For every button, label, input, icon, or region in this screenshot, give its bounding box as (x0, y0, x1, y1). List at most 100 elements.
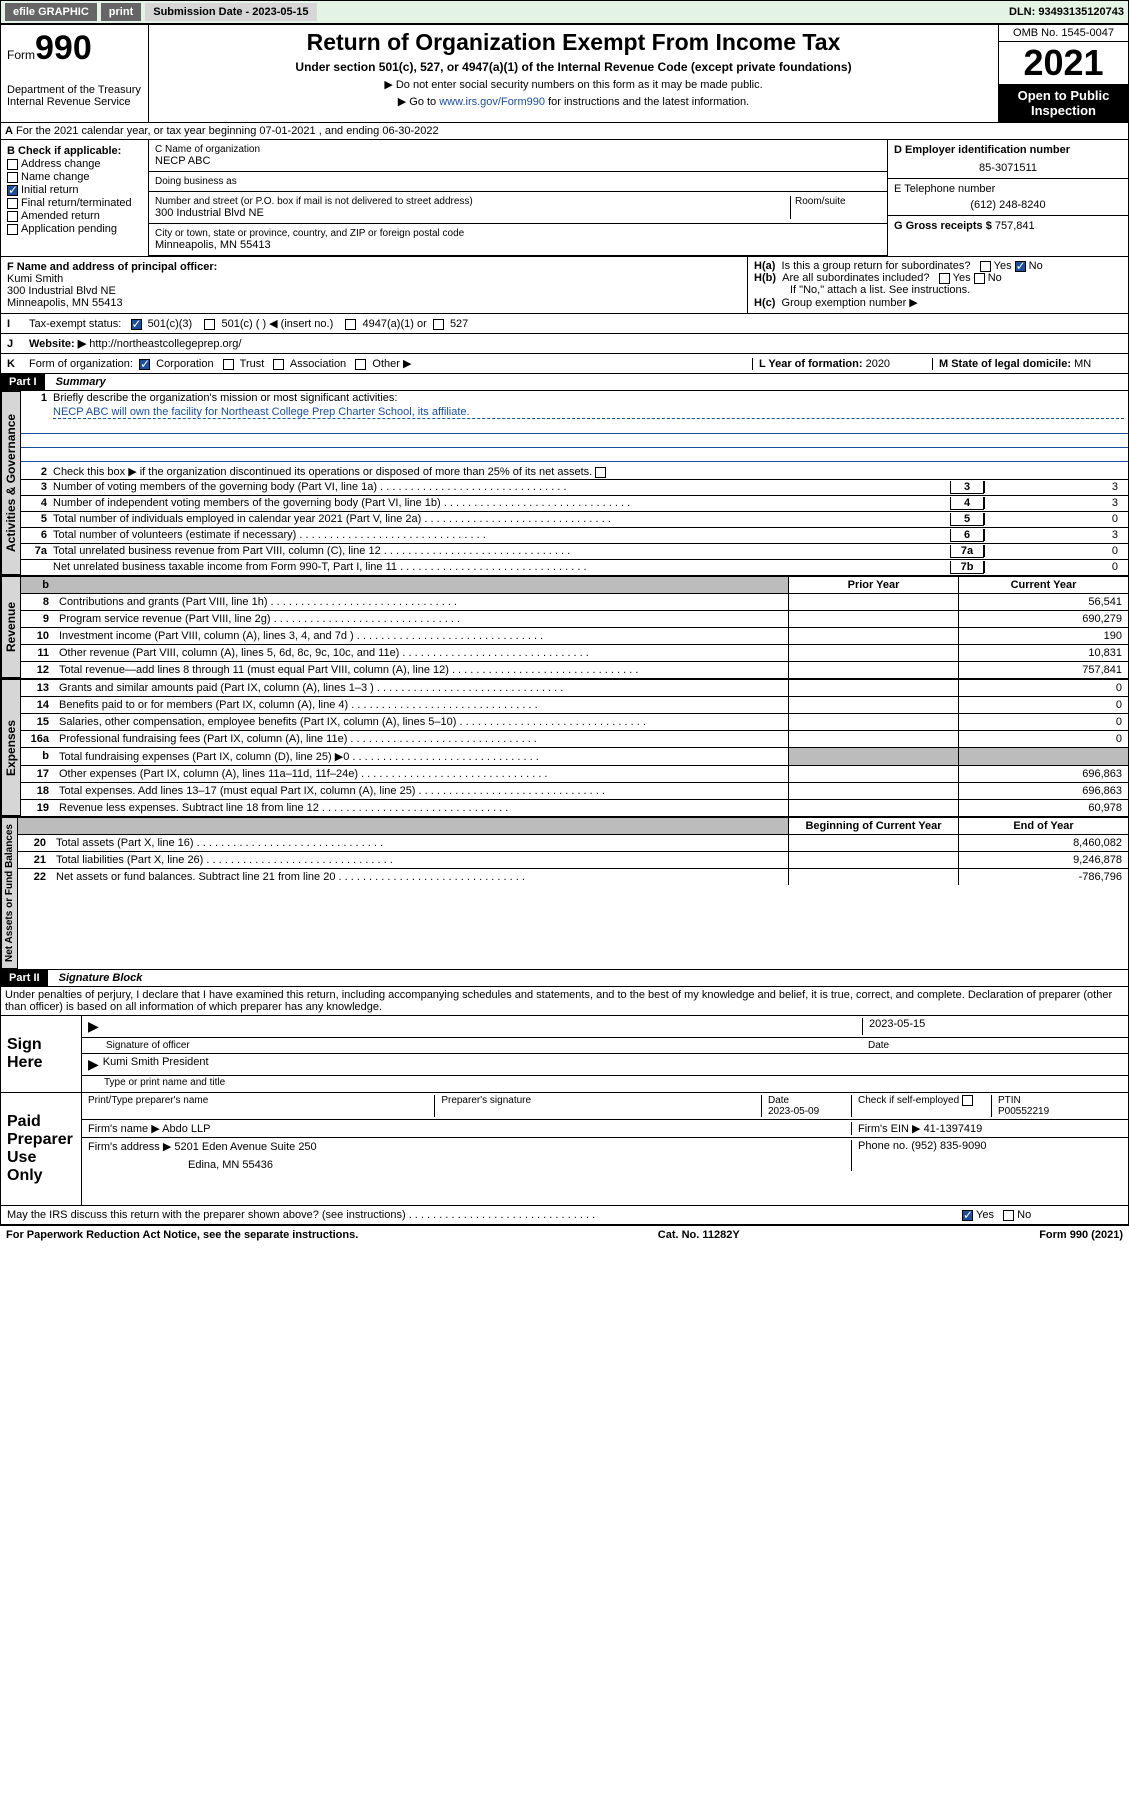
association-checkbox[interactable] (273, 359, 284, 370)
netassets-tab: Net Assets or Fund Balances (1, 817, 18, 969)
ha-yes-checkbox[interactable] (980, 261, 991, 272)
revenue-header-row: b Prior Year Current Year (21, 576, 1128, 593)
governance-line: Net unrelated business taxable income fr… (21, 559, 1128, 575)
current-year-header: Current Year (958, 577, 1128, 593)
box-J-label: J (7, 338, 29, 350)
h-a-row: H(a) Is this a group return for subordin… (754, 260, 1122, 272)
officer-name: Kumi Smith (7, 273, 741, 285)
sign-arrow-icon-2: ▶ (88, 1056, 99, 1073)
501c3-checkbox[interactable] (131, 319, 142, 330)
h-b-row: H(b) Are all subordinates included? Yes … (754, 272, 1122, 284)
dept-treasury: Department of the Treasury Internal Reve… (7, 84, 142, 108)
initial-return-checkbox[interactable] (7, 185, 18, 196)
discuss-row: May the IRS discuss this return with the… (1, 1205, 1128, 1225)
part1-header: Part I Summary (1, 373, 1128, 391)
name-change-label: Name change (21, 171, 90, 183)
discuss-no-checkbox[interactable] (1003, 1210, 1014, 1221)
application-pending-checkbox[interactable] (7, 224, 18, 235)
hb-no-checkbox[interactable] (974, 273, 985, 284)
form-note-ssn: ▶ Do not enter social security numbers o… (155, 78, 992, 91)
association-label: Association (290, 358, 346, 370)
netassets-header-row: Beginning of Current Year End of Year (18, 817, 1128, 834)
501c-checkbox[interactable] (204, 319, 215, 330)
form-title: Return of Organization Exempt From Incom… (155, 29, 992, 56)
discontinued-checkbox[interactable] (595, 467, 606, 478)
governance-line: 7aTotal unrelated business revenue from … (21, 543, 1128, 559)
address-change-label: Address change (21, 158, 101, 170)
tax-exempt-row: I Tax-exempt status: 501(c)(3) 501(c) ( … (1, 314, 1128, 334)
prep-sig-label: Preparer's signature (435, 1095, 762, 1117)
527-checkbox[interactable] (433, 319, 444, 330)
box-K-label: K (7, 358, 29, 370)
application-pending-label: Application pending (21, 223, 117, 235)
org-name: NECP ABC (155, 155, 881, 167)
discuss-label: May the IRS discuss this return with the… (7, 1209, 406, 1221)
discuss-yes-label: Yes (976, 1209, 994, 1221)
discuss-yes-checkbox[interactable] (962, 1210, 973, 1221)
self-employed-checkbox[interactable] (962, 1095, 973, 1106)
gross-receipts-value: 757,841 (995, 220, 1035, 232)
discuss-no-label: No (1017, 1209, 1031, 1221)
website-row: J Website: ▶ http://northeastcollegeprep… (1, 334, 1128, 354)
room-label: Room/suite (795, 196, 881, 207)
table-row: 19Revenue less expenses. Subtract line 1… (21, 799, 1128, 816)
final-return-checkbox[interactable] (7, 198, 18, 209)
firm-name-label: Firm's name ▶ (88, 1123, 160, 1135)
dln-label: DLN: 93493135120743 (1009, 6, 1124, 18)
governance-line: 6Total number of volunteers (estimate if… (21, 527, 1128, 543)
corporation-checkbox[interactable] (139, 359, 150, 370)
address-change-checkbox[interactable] (7, 159, 18, 170)
firm-ein-value: 41-1397419 (924, 1123, 983, 1135)
perjury-declaration: Under penalties of perjury, I declare th… (1, 987, 1128, 1015)
h-b-note: If "No," attach a list. See instructions… (754, 284, 1122, 296)
sig-date-label: Date (862, 1040, 1122, 1051)
sign-here-block: Sign Here ▶ 2023-05-15 Signature of offi… (1, 1015, 1128, 1092)
corporation-label: Corporation (156, 358, 213, 370)
phone-label: E Telephone number (894, 183, 1122, 195)
name-change-checkbox[interactable] (7, 172, 18, 183)
gross-receipts-label: G Gross receipts $ (894, 220, 992, 232)
revenue-section: Revenue b Prior Year Current Year 8Contr… (1, 575, 1128, 678)
governance-tab: Activities & Governance (1, 391, 21, 575)
ptin-value: P00552219 (998, 1106, 1122, 1117)
begin-year-header: Beginning of Current Year (788, 818, 958, 834)
501c3-label: 501(c)(3) (148, 318, 193, 330)
goto-prefix: ▶ Go to (398, 96, 436, 108)
amended-return-checkbox[interactable] (7, 211, 18, 222)
end-year-header: End of Year (958, 818, 1128, 834)
hb-yes-checkbox[interactable] (939, 273, 950, 284)
firm-addr1-value: 5201 Eden Avenue Suite 250 (174, 1141, 316, 1153)
officer-printed-name: Kumi Smith President (103, 1056, 209, 1073)
officer-group-row: F Name and address of principal officer:… (1, 256, 1128, 314)
sig-officer-label: Signature of officer (88, 1040, 862, 1051)
form-container: Form990 Department of the Treasury Inter… (0, 24, 1129, 1226)
top-bar: efile GRAPHIC print Submission Date - 20… (0, 0, 1129, 24)
period-line: A For the 2021 calendar year, or tax yea… (1, 123, 1128, 140)
4947-label: 4947(a)(1) or (363, 318, 427, 330)
firm-name-value: Abdo LLP (162, 1123, 210, 1135)
initial-return-label: Initial return (21, 184, 78, 196)
ha-no-checkbox[interactable] (1015, 261, 1026, 272)
officer-addr2: Minneapolis, MN 55413 (7, 297, 741, 309)
submission-date: Submission Date - 2023-05-15 (145, 3, 316, 21)
firm-phone-value: (952) 835-9090 (911, 1140, 986, 1152)
other-checkbox[interactable] (355, 359, 366, 370)
irs-link[interactable]: www.irs.gov/Form990 (439, 96, 545, 108)
officer-addr1: 300 Industrial Blvd NE (7, 285, 741, 297)
4947-checkbox[interactable] (345, 319, 356, 330)
trust-checkbox[interactable] (223, 359, 234, 370)
firm-ein-label: Firm's EIN ▶ (858, 1123, 921, 1135)
self-employed-label: Check if self-employed (858, 1095, 959, 1106)
officer-sub-label: Type or print name and title (82, 1076, 1128, 1091)
sign-arrow-icon: ▶ (88, 1018, 99, 1035)
governance-line: 4Number of independent voting members of… (21, 495, 1128, 511)
form-subtitle: Under section 501(c), 527, or 4947(a)(1)… (155, 60, 992, 74)
check-applicable-col: B Check if applicable: Address change Na… (1, 140, 149, 256)
firm-addr2-value: Edina, MN 55436 (88, 1153, 851, 1171)
table-row: 22Net assets or fund balances. Subtract … (18, 868, 1128, 885)
mission-label: Briefly describe the organization's miss… (53, 392, 1124, 404)
goto-suffix: for instructions and the latest informat… (548, 96, 749, 108)
part1-label: Part I (1, 374, 45, 390)
boxB-label: B Check if applicable: (7, 145, 121, 157)
print-button[interactable]: print (101, 3, 141, 21)
